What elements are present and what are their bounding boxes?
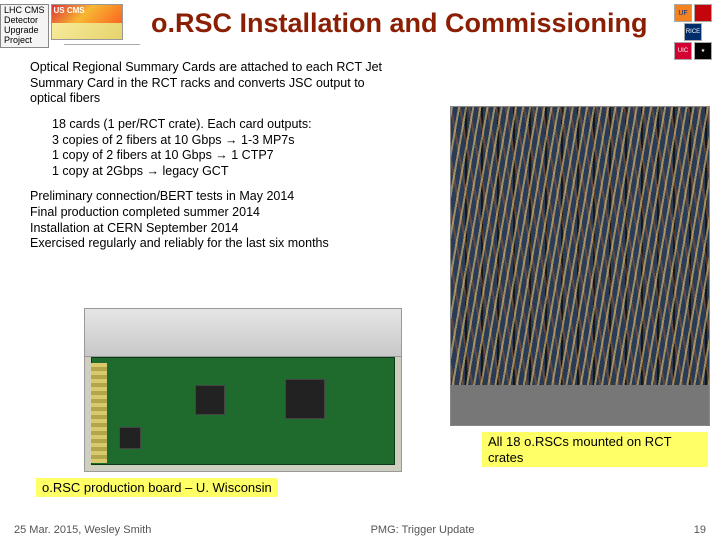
timeline-line: Installation at CERN September 2014 xyxy=(30,221,400,237)
timeline-line: Final production completed summer 2014 xyxy=(30,205,400,221)
us-cms-logo xyxy=(51,4,123,40)
uf-logo: UF xyxy=(674,4,692,22)
slide-footer: 25 Mar. 2015, Wesley Smith PMG: Trigger … xyxy=(0,524,720,536)
lhc-project-box: LHC CMS Detector Upgrade Project xyxy=(0,4,49,48)
list-line: 18 cards (1 per/RCT crate). Each card ou… xyxy=(52,117,400,133)
slide-body: Optical Regional Summary Cards are attac… xyxy=(30,60,400,262)
footer-right: 19 xyxy=(694,524,706,536)
uic-logo: UIC xyxy=(674,42,692,60)
rack-floor xyxy=(451,385,709,425)
footer-left: 25 Mar. 2015, Wesley Smith xyxy=(14,524,151,536)
wisconsin-logo xyxy=(694,4,712,22)
lhc-line: Project xyxy=(4,36,45,46)
caption-board: o.RSC production board – U. Wisconsin xyxy=(36,478,278,497)
board-chip xyxy=(119,427,141,449)
board-connector xyxy=(91,363,107,463)
list-line: 1 copy at 2Gbps → legacy GCT xyxy=(52,164,400,180)
list-line: 1 copy of 2 fibers at 10 Gbps → 1 CTP7 xyxy=(52,148,400,164)
logo-underline xyxy=(64,44,140,45)
board-chip xyxy=(285,379,325,419)
footer-center: PMG: Trigger Update xyxy=(371,524,475,536)
photo-rct-crates xyxy=(450,106,710,426)
list-line: 3 copies of 2 fibers at 10 Gbps → 1-3 MP… xyxy=(52,133,400,149)
board-chip xyxy=(195,385,225,415)
photo-orsc-board xyxy=(84,308,402,472)
affiliation-logos: UF RICE UIC ★ xyxy=(674,4,712,60)
card-output-list: 18 cards (1 per/RCT crate). Each card ou… xyxy=(52,117,400,180)
timeline-line: Preliminary connection/BERT tests in May… xyxy=(30,189,400,205)
timeline-block: Preliminary connection/BERT tests in May… xyxy=(30,189,400,252)
board-metal-plate xyxy=(85,309,401,357)
caption-rack: All 18 o.RSCs mounted on RCT crates xyxy=(482,432,708,467)
paragraph-intro: Optical Regional Summary Cards are attac… xyxy=(30,60,400,107)
northeastern-logo: ★ xyxy=(694,42,712,60)
slide-title: o.RSC Installation and Commissioning xyxy=(129,4,670,39)
rice-logo: RICE xyxy=(684,23,702,41)
timeline-line: Exercised regularly and reliably for the… xyxy=(30,236,400,252)
rack-cables-texture xyxy=(451,107,709,425)
